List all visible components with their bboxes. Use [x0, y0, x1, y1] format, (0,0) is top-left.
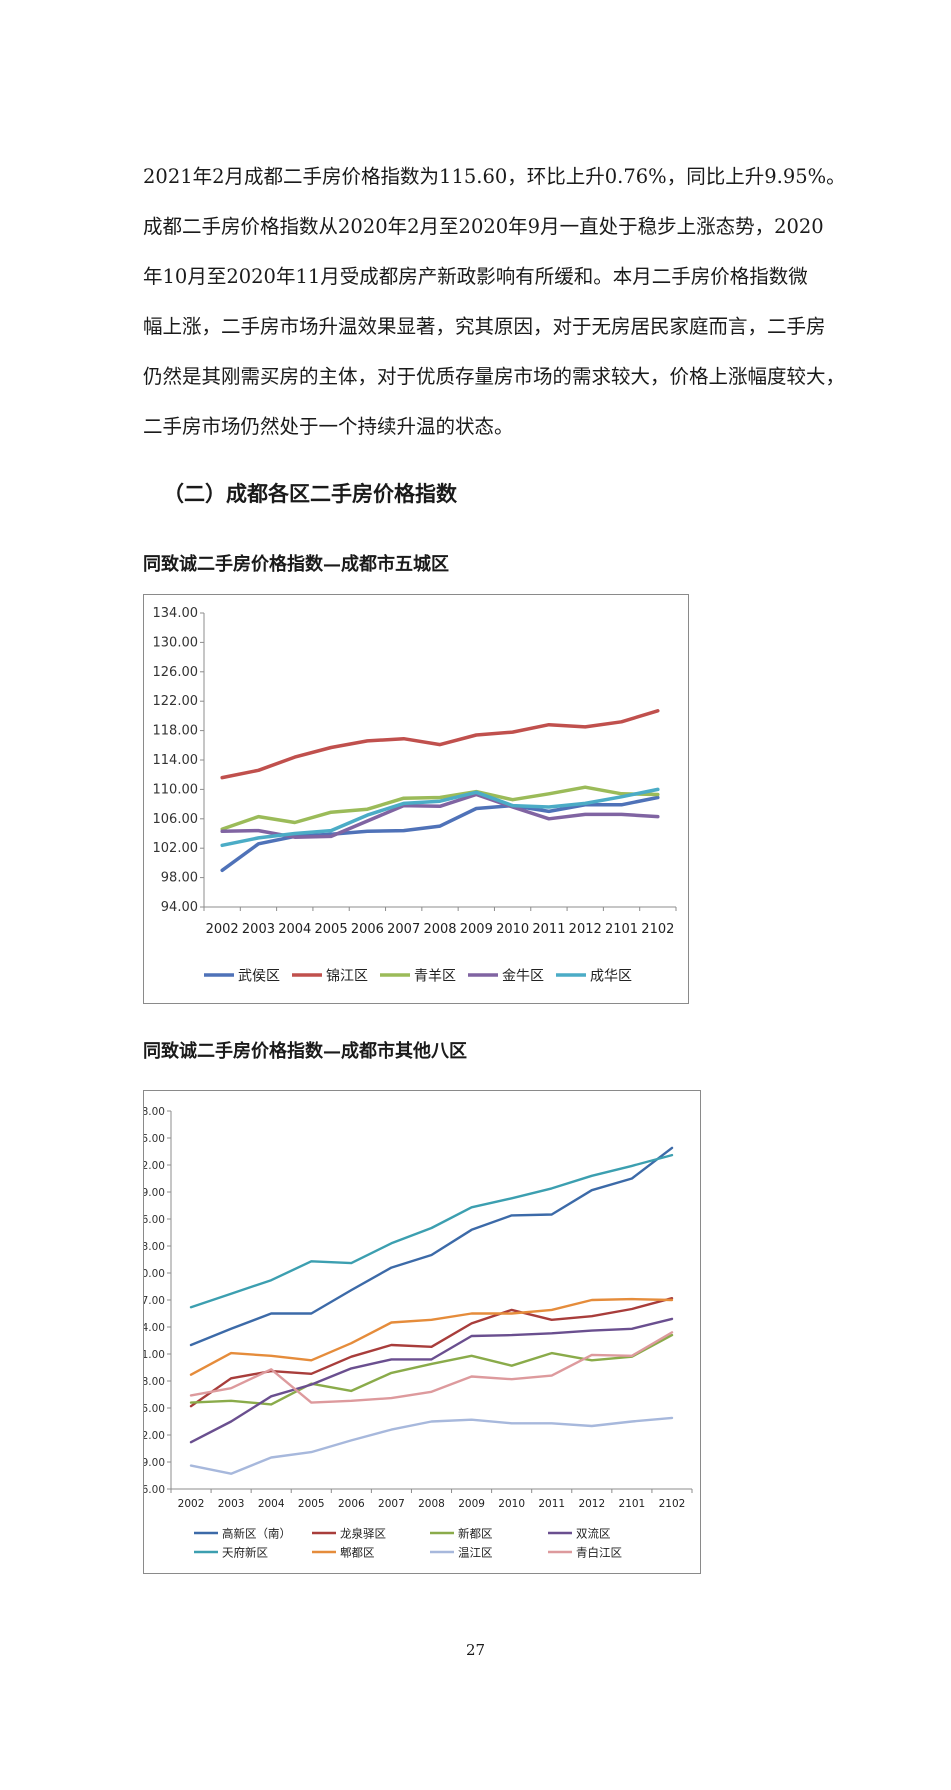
x-tick-label: 2003: [218, 1498, 245, 1510]
x-tick-label: 2012: [578, 1498, 605, 1510]
figure1-title: 同致诚二手房价格指数—成都市五城区: [143, 554, 449, 575]
series-line: [220, 787, 660, 848]
y-tick-label: 94.00: [161, 900, 198, 915]
y-tick-label: 122.00: [153, 694, 199, 709]
x-tick-label: 2010: [496, 922, 529, 937]
y-tick-label: 106.00: [153, 812, 199, 827]
x-tick-label: 2012: [569, 922, 602, 937]
series-line: [189, 1333, 674, 1406]
y-tick-label: 117.00: [144, 1295, 165, 1307]
series-line: [189, 1331, 674, 1404]
legend-label: 锦江区: [326, 967, 368, 984]
y-tick-label: 105.00: [144, 1403, 165, 1415]
paragraph-line: 二手房市场仍然处于一个持续升温的状态。: [143, 415, 514, 438]
series-line: [220, 709, 660, 780]
x-tick-label: 2006: [338, 1498, 365, 1510]
y-tick-label: 134.00: [153, 606, 199, 621]
chart-five-districts-svg: 94.00 98.00 102.00 106.00 110.00 114.00 118.00…: [153, 606, 677, 984]
legend-label: 温江区: [458, 1545, 493, 1559]
x-tick-label: 2009: [460, 922, 493, 937]
x-tick-label: 2005: [298, 1498, 325, 1510]
legend-label: 青羊区: [414, 968, 456, 984]
y-tick-label: 114.00: [153, 753, 199, 768]
y-tick-label: 135.00: [144, 1133, 165, 1145]
x-tick-label: 2005: [315, 922, 348, 937]
y-tick-label: 111.00: [144, 1349, 165, 1361]
x-tick-label: 2002: [206, 922, 239, 937]
chart-other-eight-districts-svg: 96.00 99.00 102.00 105.00 108.00 111.00 114.00…: [144, 1106, 693, 1559]
x-tick-label: 2006: [351, 922, 384, 937]
paragraph-line: 年10月至2020年11月受成都房产新政影响有所缓和。本月二手房价格指数微: [143, 265, 808, 288]
x-tick-label: 2002: [178, 1498, 205, 1510]
section-title: （二）成都各区二手房价格指数: [163, 481, 457, 506]
x-tick-label: 2004: [278, 922, 311, 937]
y-tick-label: 108.00: [144, 1376, 165, 1388]
paragraph-line: 幅上涨，二手房市场升温效果显著，究其原因，对于无房居民家庭而言，二手房: [143, 315, 826, 338]
legend-label: 高新区（南）: [222, 1526, 291, 1540]
legend-label: 龙泉驿区: [340, 1526, 386, 1540]
y-tick-label: 130.00: [153, 635, 199, 650]
series-line: [189, 1297, 674, 1376]
paragraph-line: 成都二手房价格指数从2020年2月至2020年9月一直处于稳步上涨态势，2020: [143, 215, 824, 238]
y-tick-label: 132.00: [144, 1160, 165, 1172]
y-tick-label: 110.00: [153, 782, 199, 797]
y-tick-label: 114.00: [144, 1322, 165, 1334]
series-line: [189, 1416, 674, 1475]
series-line: [220, 792, 660, 839]
x-tick-label: 2011: [532, 922, 565, 937]
paragraph-line: 2021年2月成都二手房价格指数为115.60，环比上升0.76%，同比上升9.…: [143, 165, 846, 188]
figure2-title: 同致诚二手房价格指数—成都市其他八区: [143, 1041, 467, 1062]
y-tick-label: 102.00: [153, 841, 199, 856]
x-tick-label: 2102: [641, 922, 674, 937]
y-tick-label: 102.00: [144, 1430, 165, 1442]
legend-label: 天府新区: [222, 1545, 268, 1559]
series-line: [220, 785, 660, 831]
x-tick-label: 2010: [498, 1498, 525, 1510]
series-line: [189, 1146, 674, 1347]
y-tick-label: 126.00: [144, 1214, 165, 1226]
chart-other-eight-districts: 96.00 99.00 102.00 105.00 108.00 111.00 114.00…: [143, 1090, 701, 1574]
x-tick-label: 2007: [387, 922, 420, 937]
y-tick-label: 138.00: [144, 1106, 165, 1118]
x-tick-label: 2003: [242, 922, 275, 937]
y-tick-label: 129.00: [144, 1187, 165, 1199]
x-tick-label: 2101: [619, 1498, 646, 1510]
y-tick-label: 99.00: [144, 1457, 165, 1469]
legend-label: 金牛区: [502, 968, 544, 984]
y-tick-label: 118.00: [153, 724, 199, 739]
y-tick-label: 98.00: [161, 871, 198, 886]
y-tick-label: 120.00: [144, 1268, 165, 1280]
y-tick-label: 96.00: [144, 1484, 165, 1496]
x-tick-label: 2004: [258, 1498, 285, 1510]
page-number: 27: [465, 1641, 486, 1659]
x-tick-label: 2008: [418, 1498, 445, 1510]
series-line: [189, 1153, 674, 1309]
y-tick-label: 123.00: [144, 1241, 165, 1253]
y-tick-label: 126.00: [153, 665, 199, 680]
x-tick-label: 2009: [458, 1498, 485, 1510]
legend-label: 成华区: [590, 968, 632, 984]
x-tick-label: 2102: [659, 1498, 686, 1510]
legend-label: 新都区: [458, 1526, 493, 1540]
chart-five-districts: 94.00 98.00 102.00 106.00 110.00 114.00 118.00…: [143, 594, 689, 1004]
legend-label: 青白江区: [576, 1545, 622, 1559]
x-tick-label: 2007: [378, 1498, 405, 1510]
series-line: [189, 1317, 674, 1444]
x-tick-label: 2008: [423, 922, 456, 937]
series-line: [189, 1296, 674, 1408]
x-tick-label: 2101: [605, 922, 638, 937]
x-tick-label: 2011: [538, 1498, 565, 1510]
legend-label: 双流区: [576, 1526, 611, 1540]
legend-label: 郫都区: [340, 1545, 375, 1559]
paragraph-line: 仍然是其刚需买房的主体，对于优质存量房市场的需求较大，价格上涨幅度较大，: [143, 365, 846, 388]
legend-label: 武侯区: [238, 968, 280, 984]
